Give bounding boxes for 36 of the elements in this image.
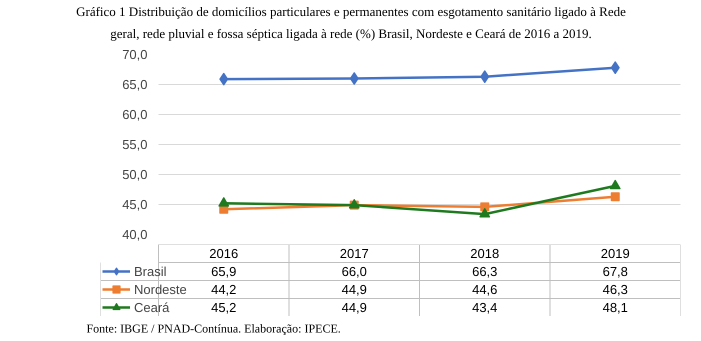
legend-label: Brasil <box>134 262 167 280</box>
chart-title: Gráfico 1 Distribuição de domicílios particulares e permanentes com esgotamento sanitário ligado à Rede geral, rede pluvial e fossa séptica ligada à rede (%) Brasil, Nordeste e Ceará de 2016 a 2019. <box>76 4 626 41</box>
y-tick-label: 55,0 <box>122 137 148 152</box>
data-label: 43,4 <box>472 300 498 315</box>
point <box>479 208 490 218</box>
point <box>610 192 620 202</box>
legend-label: Ceará <box>134 298 170 316</box>
y-tick-label: 50,0 <box>122 167 148 182</box>
x-tick-label: 2017 <box>340 246 369 261</box>
point <box>218 197 230 207</box>
point <box>350 72 359 85</box>
y-tick-label: 70,0 <box>122 47 148 62</box>
data-label: 65,9 <box>211 264 236 279</box>
x-tick-label: 2018 <box>470 246 500 261</box>
data-label: 66,3 <box>472 264 498 279</box>
y-tick-label: 65,0 <box>122 77 148 92</box>
y-tick-label: 60,0 <box>122 107 148 122</box>
y-tick-label: 45,0 <box>122 197 148 212</box>
source-note: Fonte: IBGE / PNAD-Contínua. Elaboração: IPECE. <box>86 322 341 336</box>
data-label: 44,2 <box>211 282 236 297</box>
point <box>610 180 621 190</box>
data-label: 44,6 <box>472 282 498 297</box>
data-label: 66,0 <box>342 264 367 279</box>
data-label: 48,1 <box>602 300 628 315</box>
data-label: 45,2 <box>211 300 236 315</box>
data-label: 46,3 <box>602 282 628 297</box>
legend-label: Nordeste <box>134 280 187 298</box>
data-label: 44,9 <box>342 300 367 315</box>
data-label: 44,9 <box>342 282 367 297</box>
x-tick-label: 2016 <box>209 246 238 261</box>
x-tick-label: 2019 <box>600 246 630 261</box>
point <box>610 61 620 74</box>
data-label: 67,8 <box>602 264 628 279</box>
y-tick-label: 40,0 <box>122 227 148 242</box>
point <box>219 72 228 86</box>
point <box>480 70 490 84</box>
